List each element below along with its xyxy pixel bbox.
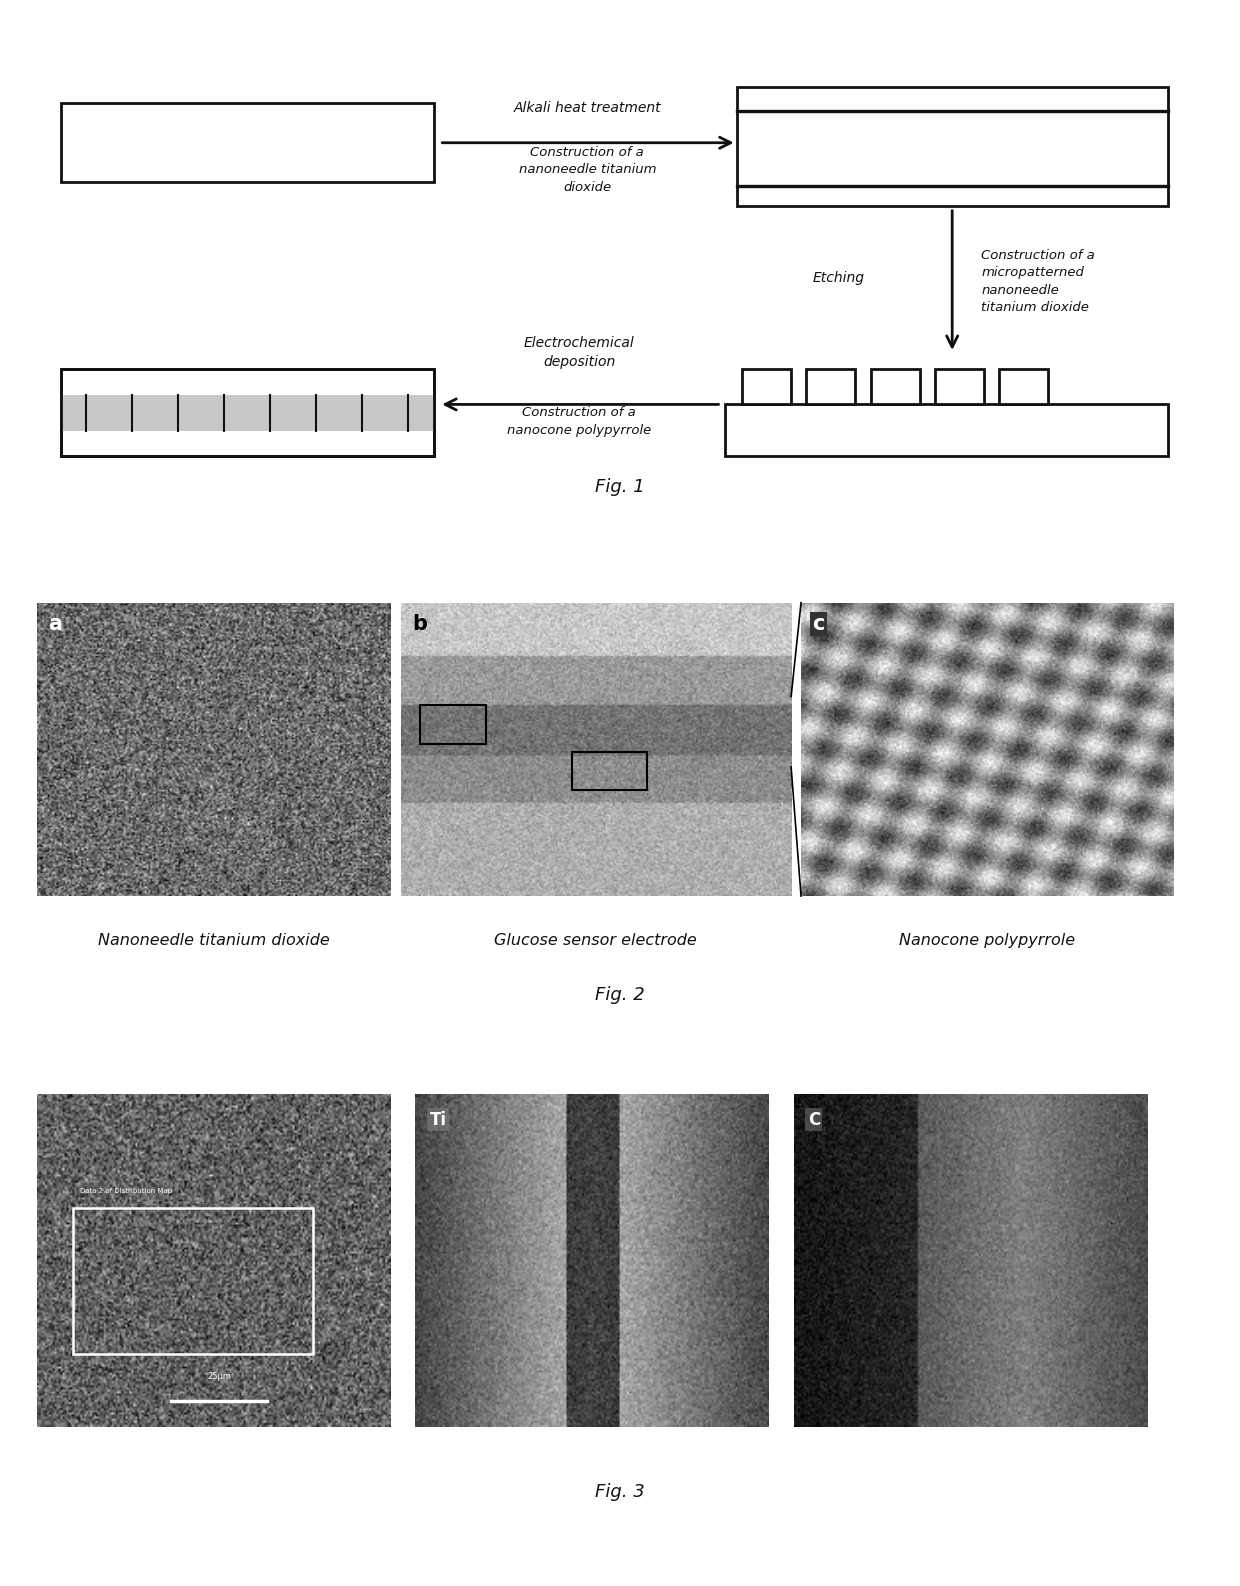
Bar (61, 395, 434, 430)
Text: Construction of a
nanoneedle titanium
dioxide: Construction of a nanoneedle titanium di… (518, 146, 656, 193)
Bar (573, 752, 646, 790)
Bar (999, 368, 1048, 404)
Text: Nanocone polypyrrole: Nanocone polypyrrole (899, 933, 1075, 947)
Bar (737, 87, 1168, 206)
Text: Fig. 3: Fig. 3 (595, 1483, 645, 1500)
Text: Fig. 1: Fig. 1 (595, 477, 645, 495)
Bar (743, 368, 791, 404)
Text: Construction of a
micropatterned
nanoneedle
titanium dioxide: Construction of a micropatterned nanonee… (981, 249, 1095, 314)
Bar (420, 706, 486, 744)
Bar (61, 103, 434, 182)
Bar (72, 1207, 312, 1354)
Text: b: b (412, 614, 428, 634)
Bar (806, 368, 856, 404)
Text: Fig. 2: Fig. 2 (595, 986, 645, 1004)
Bar (870, 368, 920, 404)
Text: Ti: Ti (429, 1110, 446, 1129)
Bar (935, 368, 983, 404)
Text: C: C (807, 1110, 820, 1129)
Text: Glucose sensor electrode: Glucose sensor electrode (495, 933, 697, 947)
Text: Data 2 of Distribution Map: Data 2 of Distribution Map (79, 1188, 171, 1194)
Bar (725, 404, 1168, 457)
Bar (61, 368, 434, 457)
Bar (61, 368, 434, 457)
Text: Nanoneedle titanium dioxide: Nanoneedle titanium dioxide (98, 933, 330, 947)
Text: Etching: Etching (812, 271, 864, 284)
Text: Electrochemical
deposition: Electrochemical deposition (523, 336, 635, 368)
Text: 25μm: 25μm (207, 1372, 231, 1381)
Text: c: c (812, 614, 825, 634)
Text: Construction of a
nanocone polypyrrole: Construction of a nanocone polypyrrole (507, 406, 651, 436)
Text: Alkali heat treatment: Alkali heat treatment (513, 102, 661, 114)
Text: a: a (48, 614, 62, 634)
